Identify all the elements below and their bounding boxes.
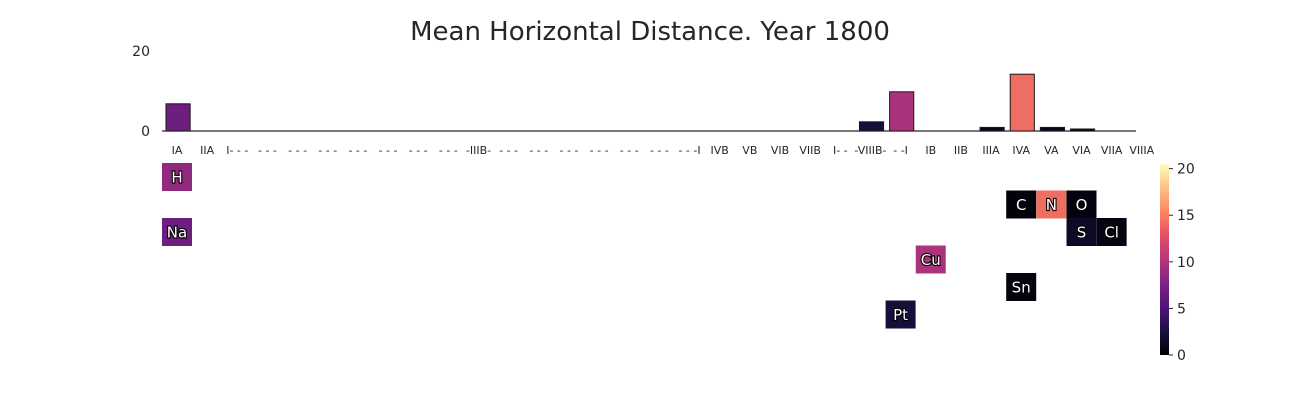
- colorbar-tick-label: 10: [1177, 255, 1195, 271]
- group-label: - - -: [348, 144, 367, 157]
- group-label: - - -: [620, 144, 639, 157]
- element-cell: [1036, 190, 1067, 219]
- group-label: - - -: [318, 144, 337, 157]
- element-cell: [162, 163, 192, 191]
- colorbar-tick-label: 0: [1177, 348, 1186, 364]
- group-label: - - -: [439, 144, 458, 157]
- group-label: - - -I: [678, 144, 700, 157]
- colorbar-tick-label: 20: [1177, 162, 1195, 178]
- element-cell: [1066, 218, 1097, 246]
- bar: [858, 121, 885, 132]
- element-symbol: Sn: [1012, 279, 1031, 297]
- bar: [979, 126, 1005, 132]
- element-cell: [1006, 273, 1037, 301]
- element-symbol: Na: [167, 224, 187, 242]
- group-label-row: IA IIA I- - - - - - - - - - - - - - - - - - - - …: [172, 144, 1155, 157]
- element-cells: H C N O Na S Cl Cu Sn Pt: [162, 163, 1127, 329]
- element-symbol: Cl: [1104, 224, 1119, 242]
- group-label: I- -: [833, 144, 848, 157]
- group-label: VIIA: [1101, 144, 1123, 157]
- group-label: IVA: [1012, 144, 1030, 157]
- bar: [1039, 126, 1065, 132]
- colorbar: 0 5 10 15 20: [1160, 162, 1195, 364]
- element-symbol: Cu: [921, 251, 941, 269]
- group-label: IVB: [711, 144, 729, 157]
- colorbar-tick-label: 5: [1177, 301, 1186, 317]
- group-label: VIIB: [799, 144, 821, 157]
- bar-series: [165, 73, 1096, 132]
- bar: [1070, 128, 1096, 132]
- element-cell: [915, 245, 946, 274]
- group-label: - - -: [559, 144, 578, 157]
- group-label: - - -: [590, 144, 609, 157]
- group-label: - - -: [650, 144, 669, 157]
- group-label: IA: [172, 144, 183, 157]
- group-label: - - -: [258, 144, 277, 157]
- group-label: IIA: [200, 144, 214, 157]
- group-label: VIA: [1072, 144, 1091, 157]
- group-label: -VIIIB-: [854, 144, 886, 157]
- group-label: - - -: [409, 144, 428, 157]
- group-label: - - -: [499, 144, 518, 157]
- group-label: IIB: [954, 144, 968, 157]
- element-cell: [1066, 190, 1097, 219]
- group-label: - -I: [893, 144, 908, 157]
- group-label: IB: [925, 144, 936, 157]
- element-cell: [1096, 218, 1127, 246]
- element-symbol: S: [1077, 224, 1087, 242]
- group-label: I- - -: [226, 144, 248, 157]
- group-label: -IIIB-: [466, 144, 491, 157]
- group-label: IIIA: [982, 144, 1000, 157]
- colorbar-gradient: [1160, 164, 1169, 355]
- chart-title: Mean Horizontal Distance. Year 1800: [410, 17, 890, 47]
- group-label: VIIIA: [1129, 144, 1154, 157]
- group-label: - - -: [379, 144, 398, 157]
- element-symbol: C: [1016, 196, 1026, 214]
- group-label: VA: [1044, 144, 1059, 157]
- group-label: - - -: [288, 144, 307, 157]
- element-symbol: H: [171, 169, 182, 187]
- bar: [1009, 73, 1035, 132]
- bar: [165, 103, 191, 132]
- group-label: VIB: [771, 144, 789, 157]
- element-symbol: O: [1076, 196, 1088, 214]
- bar-axis: 0 20: [132, 44, 1136, 140]
- group-label: - - -: [529, 144, 548, 157]
- element-cell: [162, 218, 192, 246]
- group-label: VB: [742, 144, 757, 157]
- y-tick-label: 0: [141, 124, 150, 140]
- y-tick-label: 20: [132, 44, 150, 60]
- element-cell: [1006, 190, 1037, 219]
- element-symbol: N: [1046, 196, 1057, 214]
- colorbar-tick-label: 15: [1177, 208, 1195, 224]
- element-cell: [885, 300, 916, 329]
- element-symbol: Pt: [893, 306, 908, 324]
- bar: [889, 91, 915, 132]
